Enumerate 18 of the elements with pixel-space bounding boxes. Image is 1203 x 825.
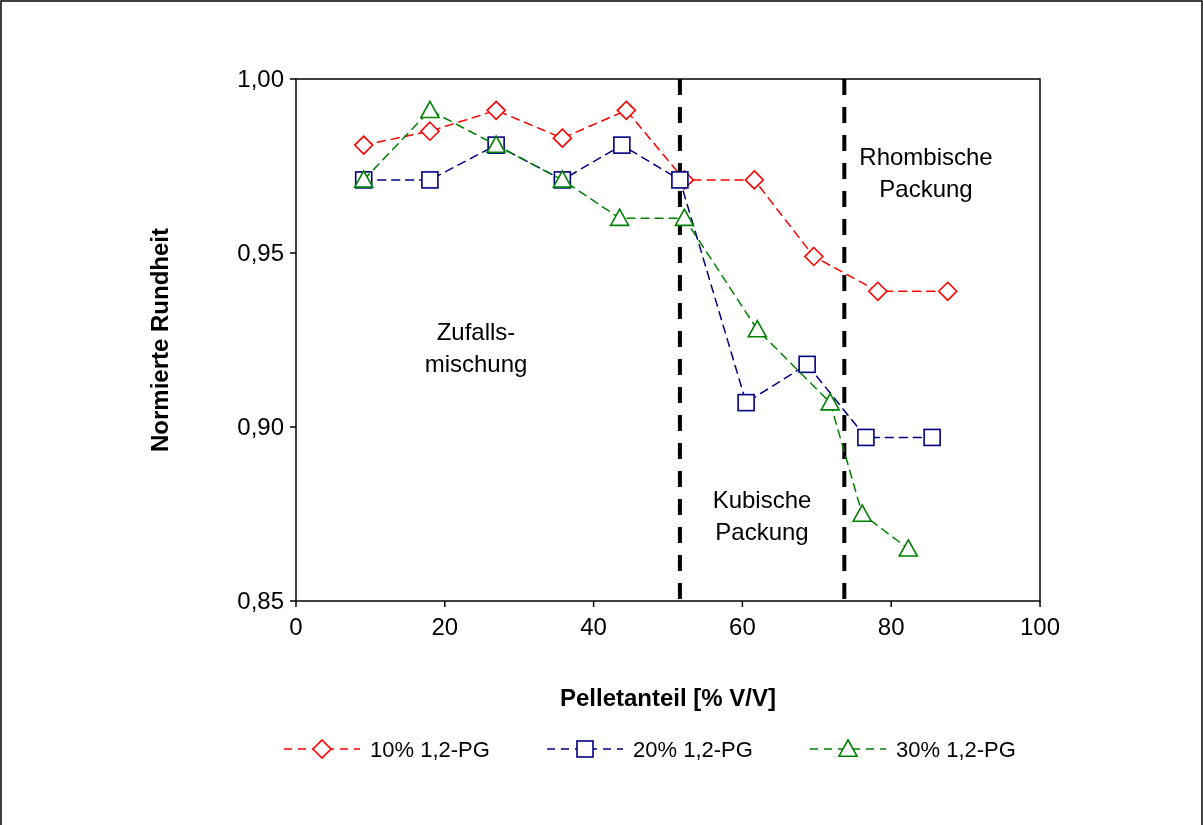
x-tick-label: 20 xyxy=(431,613,459,640)
x-tick-label: 60 xyxy=(729,613,756,640)
y-tick-label: 1,00 xyxy=(237,65,284,92)
x-tick-label: 0 xyxy=(289,613,303,640)
legend-label: 10% 1,2-PG xyxy=(370,737,490,762)
legend-label: 20% 1,2-PG xyxy=(633,737,753,762)
legend-label: 30% 1,2-PG xyxy=(896,737,1016,762)
x-tick-label: 100 xyxy=(1019,613,1061,640)
annotation: Kubische Packung xyxy=(712,486,812,545)
annotation: Rhombische Packung xyxy=(859,143,993,202)
y-tick-label: 0,85 xyxy=(237,587,284,614)
x-tick-label: 40 xyxy=(580,613,607,640)
x-axis-title: Pelletanteil [% V/V] xyxy=(559,684,777,711)
y-tick-label: 0,95 xyxy=(237,239,284,266)
y-tick-label: 0,90 xyxy=(237,413,284,440)
y-axis-title: Normierte Rundheit xyxy=(146,227,173,453)
annotation: Zufalls- mischung xyxy=(424,318,528,377)
x-tick-label: 80 xyxy=(877,613,905,640)
